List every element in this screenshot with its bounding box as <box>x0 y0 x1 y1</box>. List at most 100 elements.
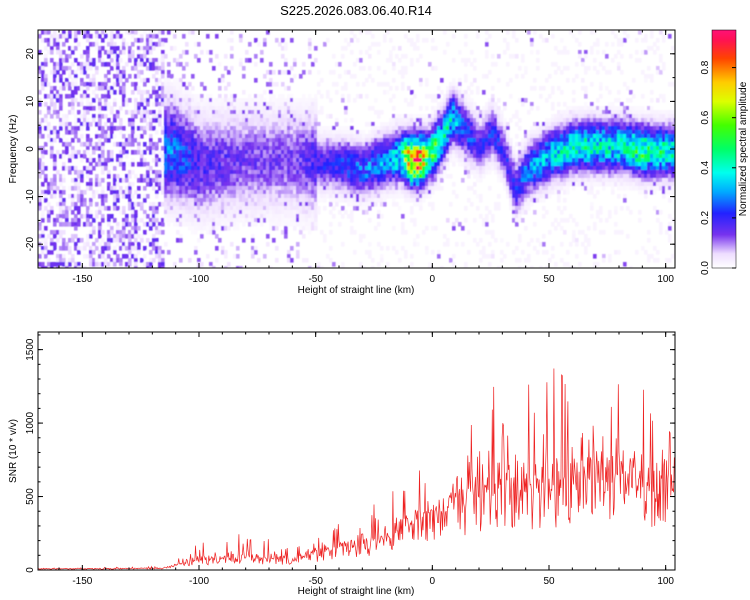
spectrogram-cell <box>221 122 225 127</box>
spectrogram-cell <box>440 266 444 268</box>
spectrogram-cell <box>383 70 387 75</box>
spectrogram-cell <box>425 122 429 127</box>
spectrogram-cell <box>395 158 399 163</box>
spectrogram-cell <box>485 102 489 107</box>
spectrogram-cell <box>485 110 489 115</box>
spectrogram-cell <box>122 50 126 55</box>
spectrogram-cell <box>308 38 312 43</box>
spectrogram-cell <box>98 134 102 139</box>
spectrogram-cell <box>59 198 63 203</box>
spectrogram-cell <box>182 218 186 223</box>
spectrogram-cell <box>227 106 231 111</box>
spectrogram-cell <box>404 98 408 103</box>
spectrogram-cell <box>164 102 168 107</box>
spectrogram-cell <box>176 210 180 215</box>
spectrogram-cell <box>467 230 471 235</box>
spectrogram-cell <box>155 146 159 151</box>
spectrogram-cell <box>383 186 387 191</box>
spectrogram-cell <box>425 246 429 251</box>
spectrogram-cell <box>44 166 48 171</box>
spectrogram-cell <box>401 182 405 187</box>
spectrogram-cell <box>137 226 141 231</box>
spectrogram-cell <box>194 186 198 191</box>
spectrogram-cell <box>458 150 462 155</box>
spectrogram-cell <box>122 166 126 171</box>
spectrogram-cell <box>185 114 189 119</box>
spectrogram-cell <box>488 166 492 171</box>
spectrogram-cell <box>269 90 273 95</box>
spectrogram-cell <box>326 94 330 99</box>
spectrogram-cell <box>377 114 381 119</box>
spectrogram-cell <box>176 122 180 127</box>
spectrogram-cell <box>119 154 123 159</box>
spectrogram-cell <box>44 150 48 155</box>
spectrogram-cell <box>383 146 387 151</box>
spectrogram-cell <box>326 170 330 175</box>
spectrogram-cell <box>161 58 165 63</box>
spectrogram-cell <box>233 202 237 207</box>
spectrogram-cell <box>302 166 306 171</box>
spectrogram-cell <box>260 178 264 183</box>
spectrogram-cell <box>230 126 234 131</box>
spectrogram-cell <box>59 246 63 251</box>
spectrogram-cell <box>386 262 390 267</box>
spectrogram-cell <box>461 126 465 131</box>
spectrogram-cell <box>311 174 315 179</box>
spectrogram-cell <box>416 142 420 147</box>
spectrogram-cell <box>131 162 135 167</box>
spectrogram-cell <box>95 178 99 183</box>
spectrogram-cell <box>215 126 219 131</box>
spectrogram-cell <box>509 78 513 83</box>
spectrogram-cell <box>101 254 105 259</box>
spectrogram-cell <box>272 214 276 219</box>
spectrogram-cell <box>65 150 69 155</box>
spectrogram-cell <box>71 150 75 155</box>
spectrogram-cell <box>425 162 429 167</box>
spectrogram-cell <box>74 34 78 39</box>
spectrogram-cell <box>41 150 45 155</box>
spectrogram-cell <box>98 110 102 115</box>
spectrogram-cell <box>473 182 477 187</box>
spectrogram-cell <box>248 110 252 115</box>
spectrogram-cell <box>341 98 345 103</box>
spectrogram-cell <box>488 150 492 155</box>
spectrogram-cell <box>287 210 291 215</box>
spectrogram-cell <box>293 158 297 163</box>
spectrogram-cell <box>485 50 489 55</box>
spectrogram-cell <box>170 162 174 167</box>
spectrogram-cell <box>152 86 156 91</box>
spectrogram-cell <box>269 210 273 215</box>
spectrogram-cell <box>221 142 225 147</box>
spectrogram-cell <box>50 238 54 243</box>
spectrogram-cell <box>56 90 60 95</box>
spectrogram-cell <box>317 134 321 139</box>
spectrogram-cell <box>191 190 195 195</box>
spectrogram-cell <box>143 90 147 95</box>
spectrogram-cell <box>221 194 225 199</box>
spectrogram-cell <box>470 98 474 103</box>
spectrogram-cell <box>62 70 66 75</box>
spectrogram-cell <box>467 126 471 131</box>
spectrogram-cell <box>101 158 105 163</box>
spectrogram-cell <box>53 30 57 35</box>
spectrogram-cell <box>497 98 501 103</box>
spectrogram-cell <box>278 186 282 191</box>
spectrogram-cell <box>65 266 69 268</box>
spectrogram-cell <box>371 166 375 171</box>
spectrogram-cell <box>251 154 255 159</box>
spectrogram-cell <box>329 194 333 199</box>
spectrogram-cell <box>56 42 60 47</box>
spectrogram-cell <box>386 58 390 63</box>
spectrogram-cell <box>314 214 318 219</box>
spectrogram-cell <box>221 126 225 131</box>
spectrogram-cell <box>479 258 483 263</box>
spectrogram-cell <box>215 182 219 187</box>
spectrogram-cell <box>428 62 432 67</box>
spectrogram-cell <box>473 142 477 147</box>
spectrogram-cell <box>80 142 84 147</box>
spectrogram-cell <box>152 258 156 263</box>
spectrogram-cell <box>374 42 378 47</box>
spectrogram-cell <box>479 146 483 151</box>
spectrogram-cell <box>266 150 270 155</box>
spectrogram-cell <box>452 110 456 115</box>
